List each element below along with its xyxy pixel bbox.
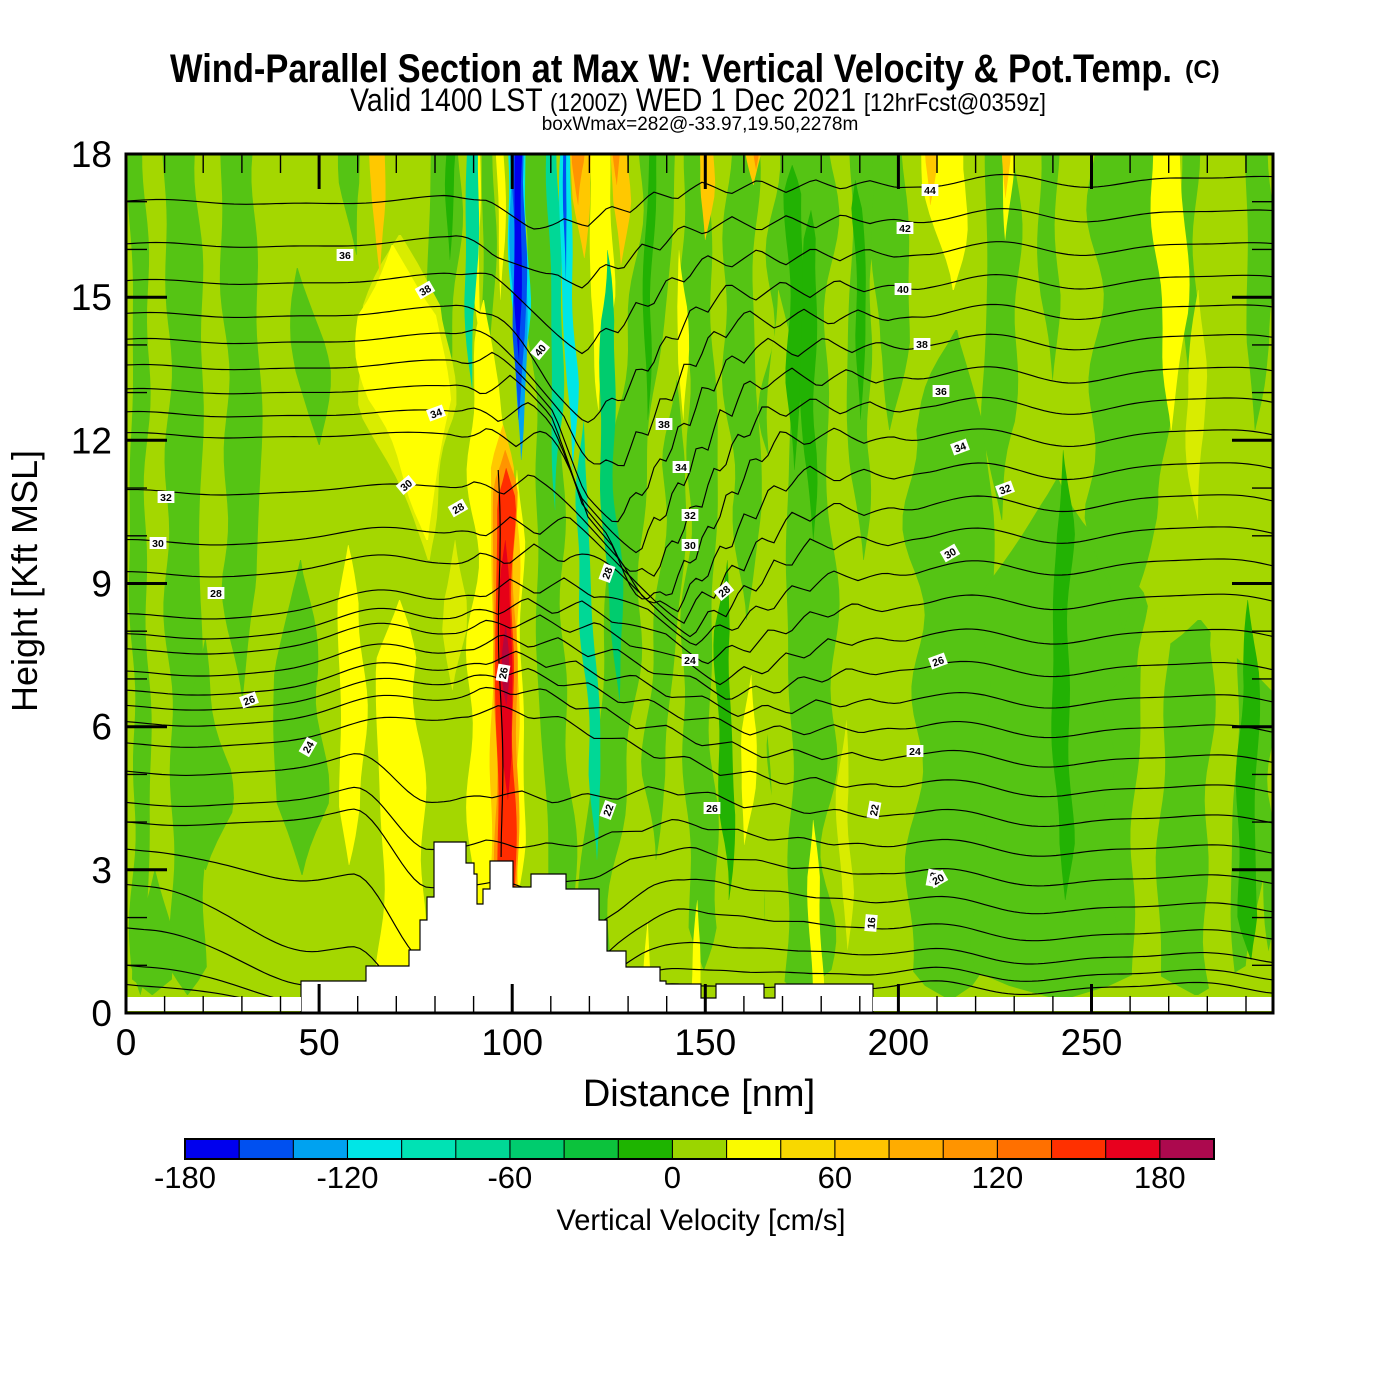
svg-text:34: 34: [675, 462, 687, 474]
svg-text:9: 9: [91, 564, 112, 605]
svg-text:180: 180: [1134, 1160, 1186, 1195]
svg-text:36: 36: [339, 250, 351, 262]
svg-text:30: 30: [942, 546, 958, 562]
svg-text:20: 20: [930, 872, 946, 888]
svg-text:60: 60: [818, 1160, 852, 1195]
svg-text:0: 0: [116, 1022, 137, 1063]
svg-text:-60: -60: [487, 1160, 532, 1195]
svg-text:38: 38: [658, 419, 670, 431]
svg-text:12: 12: [71, 420, 112, 461]
svg-text:26: 26: [706, 803, 718, 815]
svg-text:100: 100: [481, 1022, 543, 1063]
svg-text:6: 6: [91, 707, 112, 748]
svg-text:Height [Kft MSL]: Height [Kft MSL]: [4, 450, 45, 712]
svg-text:34: 34: [429, 406, 444, 421]
svg-text:200: 200: [868, 1022, 930, 1063]
svg-text:0: 0: [664, 1160, 681, 1195]
svg-text:26: 26: [497, 666, 511, 680]
svg-text:Valid 1400 LST (1200Z) WED 1 D: Valid 1400 LST (1200Z) WED 1 Dec 2021 [1…: [350, 82, 1046, 118]
svg-text:3: 3: [91, 850, 112, 891]
svg-text:28: 28: [600, 566, 615, 581]
svg-text:30: 30: [684, 540, 696, 552]
svg-text:-180: -180: [154, 1160, 216, 1195]
svg-text:boxWmax=282@-33.97,19.50,2278m: boxWmax=282@-33.97,19.50,2278m: [542, 114, 859, 135]
svg-text:26: 26: [931, 654, 946, 669]
svg-text:0: 0: [91, 993, 112, 1034]
svg-text:24: 24: [684, 655, 696, 667]
svg-text:40: 40: [897, 284, 909, 296]
svg-text:30: 30: [152, 538, 164, 550]
svg-text:34: 34: [953, 440, 968, 455]
svg-text:26: 26: [242, 693, 257, 708]
svg-text:28: 28: [210, 588, 222, 600]
svg-text:24: 24: [909, 746, 921, 758]
svg-text:32: 32: [998, 482, 1013, 497]
svg-text:38: 38: [417, 283, 433, 299]
svg-text:-120: -120: [316, 1160, 378, 1195]
svg-text:16: 16: [866, 917, 879, 930]
svg-text:42: 42: [899, 223, 911, 235]
svg-text:36: 36: [935, 386, 947, 398]
svg-text:15: 15: [71, 277, 112, 318]
svg-text:250: 250: [1061, 1022, 1123, 1063]
svg-text:120: 120: [972, 1160, 1024, 1195]
svg-text:22: 22: [868, 803, 882, 817]
svg-text:Wind-Parallel Section at Max W: Wind-Parallel Section at Max W: Vertical…: [170, 47, 1172, 91]
svg-text:32: 32: [160, 492, 172, 504]
svg-text:18: 18: [71, 134, 112, 175]
svg-text:24: 24: [301, 739, 317, 755]
svg-text:Vertical Velocity [cm/s]: Vertical Velocity [cm/s]: [557, 1204, 846, 1237]
svg-text:28: 28: [450, 501, 466, 517]
svg-text:150: 150: [674, 1022, 736, 1063]
svg-text:38: 38: [916, 339, 928, 351]
svg-text:50: 50: [299, 1022, 340, 1063]
svg-text:22: 22: [601, 803, 616, 818]
svg-text:(C): (C): [1185, 56, 1220, 84]
svg-text:Distance [nm]: Distance [nm]: [583, 1073, 815, 1115]
svg-text:44: 44: [924, 185, 936, 197]
svg-text:32: 32: [684, 510, 696, 522]
